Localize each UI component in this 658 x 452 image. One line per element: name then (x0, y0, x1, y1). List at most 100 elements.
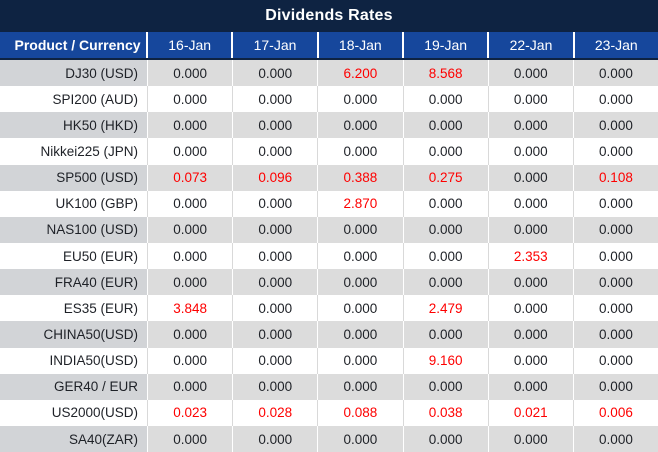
rate-cell: 0.000 (488, 216, 574, 243)
table-row: SA40(ZAR) 0.000 0.000 0.000 0.000 0.000 0.000 (0, 425, 658, 452)
rate-cell: 0.000 (573, 269, 658, 296)
rate-cell: 0.000 (488, 373, 574, 400)
rate-cell: 8.568 (403, 60, 489, 87)
table-row: INDIA50(USD) 0.000 0.000 0.000 9.160 0.000 0.0… (0, 347, 658, 374)
table-row: DJ30 (USD) 0.000 0.000 6.200 8.568 0.000 0.000 (0, 60, 658, 87)
rate-cell: 0.000 (573, 295, 658, 322)
rate-cell: 0.028 (233, 399, 319, 426)
table-row: NAS100 (USD) 0.000 0.000 0.000 0.000 0.000 0.0… (0, 216, 658, 243)
rate-cell: 0.000 (148, 425, 234, 452)
product-label: SPI200 (AUD) (0, 86, 148, 113)
rate-cell: 0.000 (318, 112, 404, 139)
product-label: EU50 (EUR) (0, 242, 148, 270)
table-header-row: Product / Currency 16-Jan 17-Jan 18-Jan 19-… (0, 32, 658, 60)
rate-cell: 0.000 (233, 269, 319, 296)
rate-cell: 0.000 (573, 321, 658, 348)
rate-cell: 0.000 (318, 138, 404, 165)
rate-cell: 0.000 (233, 86, 319, 113)
table-row: Nikkei225 (JPN) 0.000 0.000 0.000 0.000 0.000… (0, 138, 658, 165)
table-row: UK100 (GBP) 0.000 0.000 2.870 0.000 0.000 0.00… (0, 190, 658, 217)
rate-cell: 0.000 (573, 60, 658, 87)
rate-cell: 0.000 (573, 347, 658, 374)
rate-cell: 0.000 (233, 425, 319, 452)
table-row: SP500 (USD) 0.073 0.096 0.388 0.275 0.000 0.10… (0, 164, 658, 191)
rate-cell: 0.000 (318, 373, 404, 400)
table-row: ES35 (EUR) 3.848 0.000 0.000 2.479 0.000 0.000 (0, 295, 658, 322)
rate-cell: 0.096 (233, 164, 319, 191)
table-row: GER40 / EUR 0.000 0.000 0.000 0.000 0.000 0.00… (0, 373, 658, 400)
table-row: FRA40 (EUR) 0.000 0.000 0.000 0.000 0.000 0.00… (0, 269, 658, 296)
rate-cell: 0.000 (403, 373, 489, 400)
product-label: US2000(USD) (0, 399, 148, 426)
product-label: SP500 (USD) (0, 164, 148, 191)
product-label: UK100 (GBP) (0, 190, 148, 217)
product-label: ES35 (EUR) (0, 295, 148, 322)
rate-cell: 0.000 (488, 295, 574, 322)
rate-cell: 0.000 (148, 112, 234, 139)
rate-cell: 0.000 (573, 373, 658, 400)
table-row: CHINA50(USD) 0.000 0.000 0.000 0.000 0.000 0.0… (0, 321, 658, 348)
rate-cell: 0.000 (233, 138, 319, 165)
product-label: CHINA50(USD) (0, 321, 148, 348)
rate-cell: 9.160 (403, 347, 489, 374)
rate-cell: 0.000 (403, 321, 489, 348)
rate-cell: 0.000 (318, 269, 404, 296)
rate-cell: 0.000 (148, 373, 234, 400)
rate-cell: 0.000 (318, 242, 404, 270)
rate-cell: 0.000 (573, 216, 658, 243)
rate-cell: 0.088 (318, 399, 404, 426)
rate-cell: 0.000 (233, 112, 319, 139)
rate-cell: 0.000 (148, 190, 234, 217)
product-label: HK50 (HKD) (0, 112, 148, 139)
rate-cell: 0.000 (403, 138, 489, 165)
rate-cell: 0.000 (403, 86, 489, 113)
rate-cell: 0.000 (233, 373, 319, 400)
product-label: DJ30 (USD) (0, 60, 148, 87)
product-label: INDIA50(USD) (0, 347, 148, 374)
table-body: DJ30 (USD) 0.000 0.000 6.200 8.568 0.000 0.000… (0, 60, 658, 452)
rate-cell: 0.000 (573, 190, 658, 217)
product-label: Nikkei225 (JPN) (0, 138, 148, 165)
rate-cell: 0.000 (488, 138, 574, 165)
rate-cell: 0.000 (148, 60, 234, 87)
date-header: 16-Jan (148, 32, 234, 58)
rate-cell: 0.000 (148, 347, 234, 374)
date-header: 19-Jan (404, 32, 490, 58)
rate-cell: 0.000 (318, 425, 404, 452)
date-header: 23-Jan (594, 37, 638, 53)
rate-cell: 0.000 (148, 269, 234, 296)
rate-cell: 0.023 (148, 399, 234, 426)
rate-cell: 6.200 (318, 60, 404, 87)
rate-cell: 3.848 (148, 295, 234, 322)
table-row: SPI200 (AUD) 0.000 0.000 0.000 0.000 0.000 0.0… (0, 86, 658, 113)
rate-cell: 0.000 (403, 242, 489, 270)
product-label: NAS100 (USD) (0, 216, 148, 243)
rate-cell: 0.000 (403, 425, 489, 452)
rate-cell: 0.000 (573, 112, 658, 139)
rate-cell: 0.000 (573, 138, 658, 165)
rate-cell: 0.000 (488, 112, 574, 139)
rate-cell: 0.000 (488, 269, 574, 296)
rate-cell: 0.073 (148, 164, 234, 191)
rate-cell: 0.000 (403, 216, 489, 243)
rate-cell: 0.000 (148, 86, 234, 113)
rate-cell: 0.000 (488, 86, 574, 113)
rate-cell: 0.000 (318, 347, 404, 374)
rate-cell: 0.000 (233, 190, 319, 217)
rate-cell: 0.000 (488, 347, 574, 374)
product-currency-header: Product / Currency (0, 32, 148, 58)
date-header: 17-Jan (233, 32, 319, 58)
table-row: HK50 (HKD) 0.000 0.000 0.000 0.000 0.000 0.000 (0, 112, 658, 139)
widget-title: Dividends Rates (265, 7, 393, 24)
rate-cell: 0.000 (403, 269, 489, 296)
product-label: SA40(ZAR) (0, 425, 148, 452)
rate-cell: 0.000 (573, 425, 658, 452)
rate-cell: 0.388 (318, 164, 404, 191)
rate-cell: 0.021 (488, 399, 574, 426)
rate-cell: 0.000 (318, 321, 404, 348)
rate-cell: 2.479 (403, 295, 489, 322)
rate-cell: 0.000 (233, 321, 319, 348)
rate-cell: 0.000 (488, 190, 574, 217)
rate-cell: 0.000 (488, 425, 574, 452)
